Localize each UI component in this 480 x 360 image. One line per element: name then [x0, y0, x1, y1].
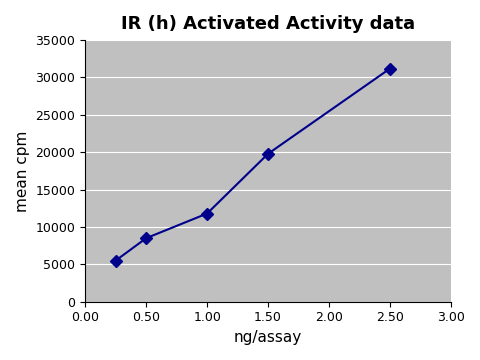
Title: IR (h) Activated Activity data: IR (h) Activated Activity data	[121, 15, 415, 33]
X-axis label: ng/assay: ng/assay	[234, 330, 302, 345]
Y-axis label: mean cpm: mean cpm	[15, 130, 30, 212]
